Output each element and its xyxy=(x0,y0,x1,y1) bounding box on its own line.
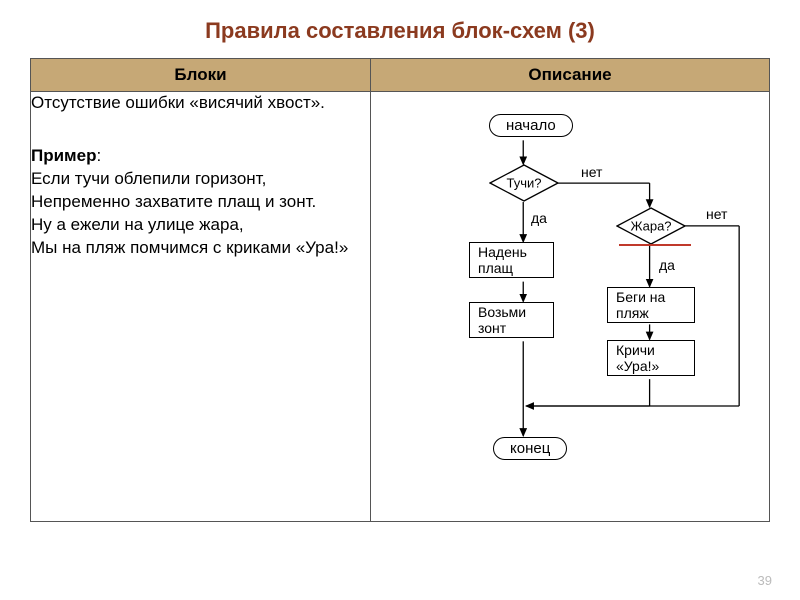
header-col1: Блоки xyxy=(31,59,371,92)
node-start: начало xyxy=(489,114,573,137)
error-underline xyxy=(619,244,691,246)
node-end: конец xyxy=(493,437,567,460)
flowchart-lines xyxy=(371,92,769,521)
poem-line-3: Ну а ежели на улице жара, xyxy=(31,214,370,237)
node-put-coat: Наденьплащ xyxy=(469,242,554,278)
header-col2: Описание xyxy=(371,59,770,92)
poem-line-2: Непременно захватите плащ и зонт. xyxy=(31,191,370,214)
label-no-2: нет xyxy=(706,206,727,222)
poem-line-1: Если тучи облепили горизонт, xyxy=(31,168,370,191)
content-table: Блоки Описание Отсутствие ошибки «висячи… xyxy=(30,58,770,522)
node-take-umbrella: Возьмизонт xyxy=(469,302,554,338)
slide-number: 39 xyxy=(758,573,772,588)
node-shout: Кричи«Ура!» xyxy=(607,340,695,376)
label-yes-2: да xyxy=(659,257,675,273)
flowchart-cell: начало Тучи? нет да Жара? нет да Наденьп… xyxy=(371,92,770,522)
node-run-beach: Беги напляж xyxy=(607,287,695,323)
label-no-1: нет xyxy=(581,164,602,180)
error-text: Отсутствие ошибки «висячий хвост». xyxy=(31,92,370,115)
description-cell: Отсутствие ошибки «висячий хвост». Приме… xyxy=(31,92,371,522)
node-decision-clouds: Тучи? xyxy=(489,164,559,202)
label-yes-1: да xyxy=(531,210,547,226)
poem-line-4: Мы на пляж помчимся с криками «Ура!» xyxy=(31,237,370,260)
slide-title: Правила составления блок-схем (3) xyxy=(0,0,800,58)
node-decision-heat: Жара? xyxy=(616,207,686,245)
example-line: Пример: xyxy=(31,145,370,168)
